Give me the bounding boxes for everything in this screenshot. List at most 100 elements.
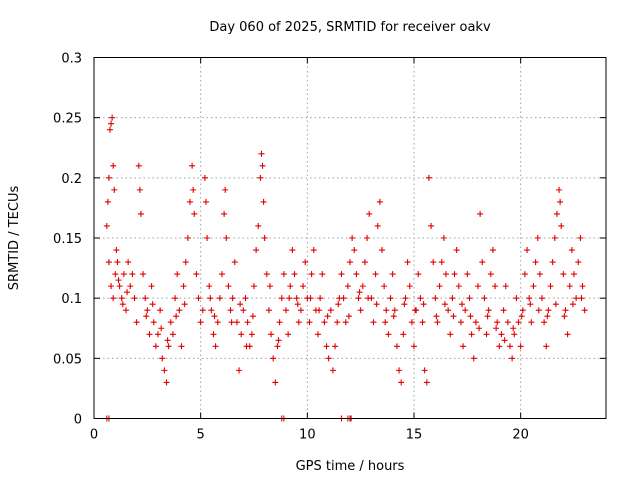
data-point xyxy=(496,343,503,350)
data-point xyxy=(150,319,157,326)
data-point xyxy=(361,259,368,266)
data-point xyxy=(325,355,332,362)
data-point xyxy=(295,319,302,326)
data-point xyxy=(481,295,488,302)
data-point xyxy=(201,174,208,181)
data-point xyxy=(319,271,326,278)
data-point xyxy=(107,126,113,133)
data-point xyxy=(123,307,129,314)
data-point xyxy=(274,343,281,350)
data-point xyxy=(521,271,528,278)
y-tick-labels: 0 0.05 0.1 0.15 0.2 0.25 0.3 xyxy=(53,52,82,428)
data-point xyxy=(193,271,200,278)
data-point xyxy=(528,319,535,326)
x-tick-labels: 0 5 10 15 20 xyxy=(90,428,529,443)
data-point xyxy=(510,325,517,332)
data-point xyxy=(421,367,428,374)
data-point xyxy=(119,301,126,308)
data-point xyxy=(524,247,531,254)
data-point xyxy=(402,295,409,302)
data-point xyxy=(140,271,147,278)
data-point xyxy=(569,301,576,308)
data-point xyxy=(568,247,575,254)
data-point xyxy=(131,295,138,302)
data-point xyxy=(575,259,582,266)
data-point xyxy=(111,186,118,193)
data-point xyxy=(113,247,120,254)
data-points xyxy=(103,114,588,422)
data-point xyxy=(110,162,117,169)
data-point xyxy=(214,319,221,326)
data-point xyxy=(406,283,413,290)
data-point xyxy=(494,319,501,326)
data-point xyxy=(545,307,552,314)
data-point xyxy=(302,259,309,266)
data-point xyxy=(504,319,511,326)
data-point xyxy=(365,295,372,302)
data-point xyxy=(227,307,234,314)
data-point xyxy=(370,319,377,326)
data-point xyxy=(148,283,155,290)
data-point xyxy=(335,301,342,308)
data-point xyxy=(501,337,508,344)
data-point xyxy=(390,313,397,320)
data-point xyxy=(530,283,537,290)
data-point xyxy=(109,114,116,121)
data-point xyxy=(541,319,548,326)
data-point xyxy=(475,283,481,290)
data-point xyxy=(276,319,283,326)
data-point xyxy=(385,331,392,338)
data-point xyxy=(216,295,223,302)
data-point xyxy=(223,235,230,241)
data-point xyxy=(408,319,415,326)
data-point xyxy=(163,379,170,386)
data-point xyxy=(255,222,262,229)
data-point xyxy=(534,235,541,241)
data-point xyxy=(104,198,111,205)
data-point xyxy=(159,355,166,362)
data-point xyxy=(208,307,215,314)
data-point xyxy=(158,325,165,332)
data-point xyxy=(487,271,494,278)
data-point xyxy=(210,331,217,338)
data-point xyxy=(129,271,136,278)
data-point xyxy=(356,289,363,296)
data-point xyxy=(351,247,358,254)
y-tick-label: 0 xyxy=(74,413,82,428)
data-point xyxy=(289,247,296,254)
data-point xyxy=(260,198,267,205)
data-point xyxy=(280,271,287,278)
data-point xyxy=(278,295,285,302)
data-point xyxy=(238,331,245,338)
data-point xyxy=(577,235,584,241)
data-point xyxy=(225,283,232,290)
data-point xyxy=(433,313,440,320)
data-point xyxy=(334,319,341,326)
data-point xyxy=(552,301,559,308)
data-point xyxy=(440,235,447,241)
data-point xyxy=(443,271,449,278)
data-point xyxy=(329,367,336,374)
data-point xyxy=(441,301,448,308)
data-point xyxy=(455,283,462,290)
data-point xyxy=(557,198,564,205)
data-point xyxy=(287,283,294,290)
data-point xyxy=(204,235,211,241)
data-point xyxy=(578,295,585,302)
data-point xyxy=(293,295,300,302)
data-point xyxy=(366,210,373,217)
data-point xyxy=(242,295,249,302)
data-point xyxy=(340,295,347,302)
data-point xyxy=(125,259,132,266)
data-point xyxy=(404,259,411,266)
chart-title: Day 060 of 2025, SRMTID for receiver oak… xyxy=(209,20,491,35)
data-point xyxy=(417,295,424,302)
data-point xyxy=(222,186,229,193)
data-point xyxy=(294,301,301,308)
data-point xyxy=(564,331,571,338)
data-point xyxy=(115,277,122,284)
data-point xyxy=(383,307,390,314)
x-tick-label: 20 xyxy=(512,428,529,443)
data-point xyxy=(124,289,131,296)
